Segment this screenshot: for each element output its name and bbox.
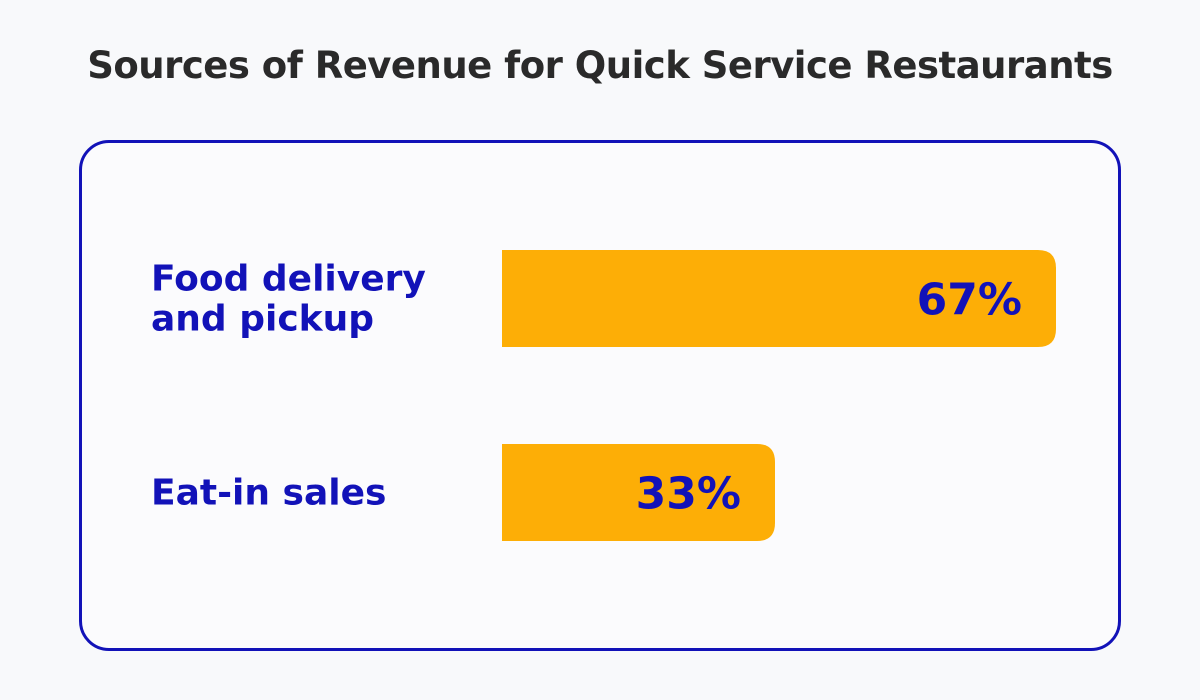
bar-1 (502, 250, 1056, 347)
bar-2 (502, 444, 775, 541)
bar-value-label-2: 33% (636, 469, 741, 520)
chart-title: Sources of Revenue for Quick Service Res… (87, 44, 1113, 87)
bar-value-label-1: 67% (917, 275, 1022, 326)
category-label-1-line-1: Food delivery (151, 259, 426, 300)
chart-card (79, 140, 1121, 651)
category-label-2-line-1: Eat-in sales (151, 473, 386, 514)
category-label-1-line-2: and pickup (151, 299, 374, 340)
